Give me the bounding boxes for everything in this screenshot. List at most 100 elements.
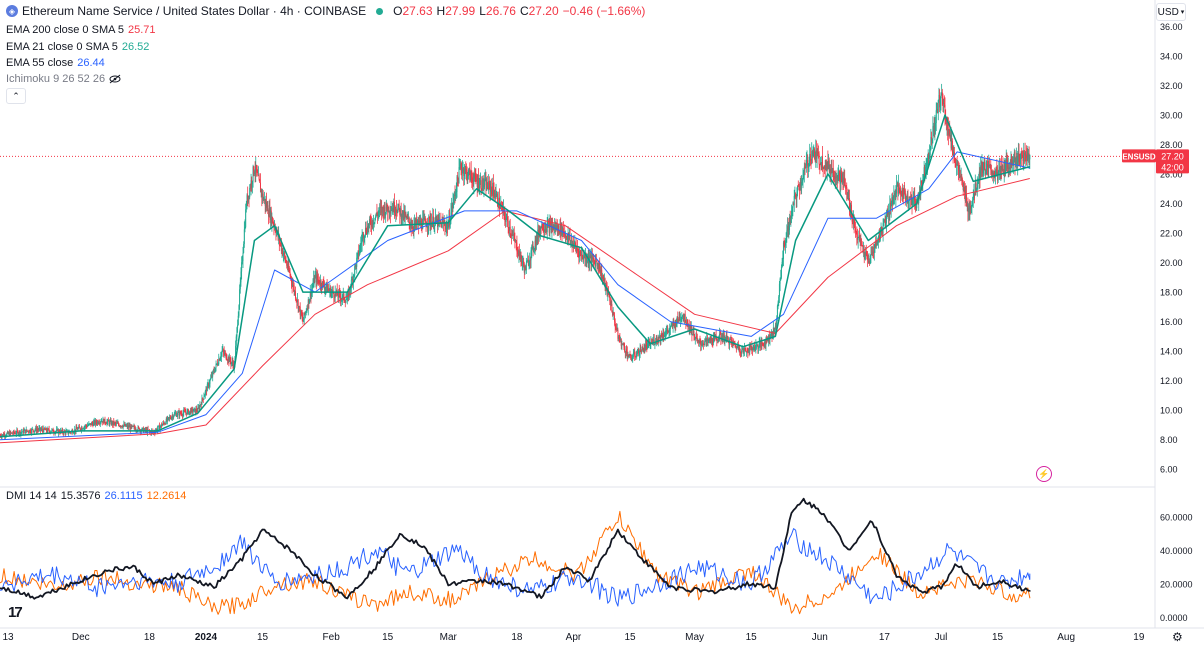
candle-body <box>305 311 307 313</box>
candle-body <box>458 167 460 183</box>
candle-body <box>209 379 211 384</box>
candle-body <box>825 162 827 169</box>
candle-body <box>691 327 693 336</box>
candle-body <box>352 278 354 283</box>
candle-body <box>683 315 685 320</box>
currency-button[interactable]: USD ▾ <box>1156 3 1186 21</box>
candle-body <box>210 375 212 379</box>
candle-body <box>509 226 511 234</box>
symbol-title[interactable]: Ethereum Name Service / United States Do… <box>22 4 367 18</box>
candle-body <box>878 233 880 241</box>
candle-body <box>702 343 704 345</box>
candle-body <box>969 205 971 214</box>
adx-line <box>0 497 1031 600</box>
candle-body <box>23 430 25 433</box>
candle-body <box>52 429 53 430</box>
candle-body <box>536 235 538 240</box>
candle-body <box>167 417 169 419</box>
ema200-legend[interactable]: EMA 200 close 0 SMA 5 25.71 <box>6 24 156 36</box>
candle-body <box>558 225 560 233</box>
candle-body <box>564 233 566 236</box>
candle-body <box>931 138 933 141</box>
lightning-icon[interactable]: ⚡ <box>1036 466 1052 482</box>
candle-body <box>142 427 144 429</box>
candle-body <box>768 334 770 340</box>
candle-body <box>19 431 21 435</box>
candle-body <box>782 258 784 262</box>
hidden-eye-icon[interactable] <box>109 74 121 84</box>
candle-body <box>903 189 905 199</box>
candle-body <box>594 261 596 267</box>
candle-body <box>478 177 480 189</box>
candle-body <box>620 338 622 341</box>
candle-body <box>663 333 665 337</box>
ema21-legend[interactable]: EMA 21 close 0 SMA 5 26.52 <box>6 41 149 53</box>
candle-body <box>163 422 165 424</box>
candle-body <box>906 195 908 198</box>
candle-body <box>315 274 317 276</box>
candle-body <box>726 335 728 339</box>
candle-body <box>432 216 434 228</box>
candle-body <box>504 211 506 218</box>
candle-body <box>1025 154 1027 156</box>
candle-body <box>770 334 772 339</box>
candle-body <box>717 340 718 342</box>
dmi-legend[interactable]: DMI 14 14 15.3576 26.1115 12.2614 <box>6 490 186 502</box>
candle-body <box>646 345 648 349</box>
candle-body <box>631 358 633 360</box>
candle-body <box>622 343 624 345</box>
candle-body <box>239 289 241 306</box>
candle-body <box>262 193 263 197</box>
candle-body <box>50 431 52 433</box>
candle-body <box>264 198 266 200</box>
candle-body <box>338 291 340 298</box>
candle-body <box>147 429 149 431</box>
candle-body <box>804 166 806 168</box>
candle-body <box>92 423 94 426</box>
tradingview-logo-icon[interactable]: 17 <box>8 604 23 621</box>
adx-value: 15.3576 <box>60 490 101 502</box>
ichimoku-legend[interactable]: Ichimoku 9 26 52 26 <box>6 73 121 85</box>
candle-body <box>582 257 584 260</box>
candle-body <box>204 394 206 397</box>
candle-body <box>698 340 700 342</box>
candle-body <box>399 208 401 216</box>
ema55-legend[interactable]: EMA 55 close 26.44 <box>6 57 105 69</box>
collapse-legend-button[interactable]: ⌃ <box>6 88 26 104</box>
candle-body <box>906 197 908 200</box>
candle-body <box>307 299 309 309</box>
close-value: 27.20 <box>528 4 559 18</box>
candle-body <box>671 324 673 328</box>
candle-body <box>342 293 344 295</box>
candle-body <box>202 398 204 400</box>
candle-body <box>955 162 957 166</box>
candle-body <box>245 209 247 228</box>
candle-body <box>601 276 603 280</box>
candle-body <box>506 216 508 220</box>
candle-body <box>249 187 251 189</box>
candle-body <box>152 431 154 433</box>
candle-body <box>235 345 237 359</box>
candle-body <box>526 260 528 264</box>
candle-body <box>162 422 164 425</box>
candle-body <box>795 196 797 198</box>
candle-body <box>210 378 212 380</box>
candle-body <box>743 348 745 351</box>
candle-body <box>427 226 429 228</box>
candle-body <box>894 193 896 199</box>
symbol-header: ◈ Ethereum Name Service / United States … <box>6 4 645 18</box>
candle-body <box>356 253 358 258</box>
candle-body <box>724 340 726 342</box>
price-axis-tick-label: 26.00 <box>1160 170 1183 180</box>
candle-body <box>370 221 372 226</box>
gear-icon[interactable]: ⚙ <box>1172 630 1183 644</box>
candle-body <box>1003 162 1005 174</box>
candle-body <box>779 278 781 284</box>
candle-body <box>762 343 764 345</box>
candle-body <box>26 429 28 431</box>
candle-body <box>747 352 749 354</box>
candle-body <box>499 208 501 209</box>
candle-body <box>247 195 249 202</box>
candle-body <box>519 251 521 259</box>
